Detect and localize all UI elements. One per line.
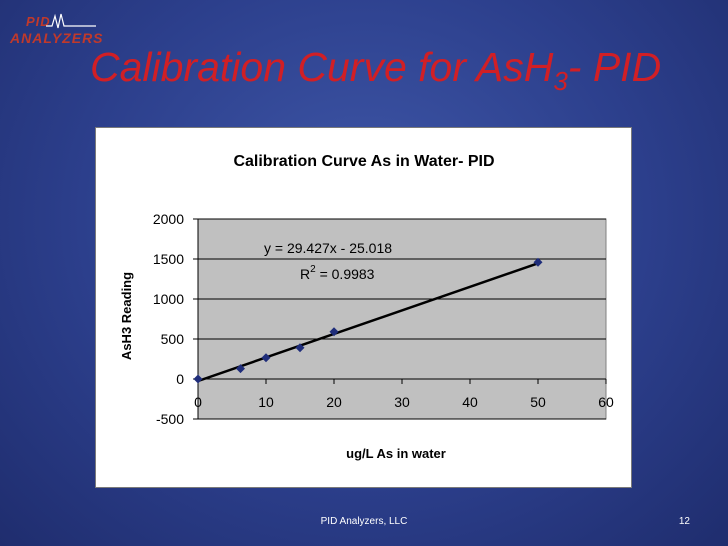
data-point	[295, 343, 305, 353]
logo-text-pid: PID	[26, 14, 51, 29]
x-tick-label: 0	[194, 394, 202, 410]
r2-label: R	[300, 266, 310, 282]
trendline-equation: y = 29.427x - 25.018	[264, 240, 392, 256]
y-tick-label: 500	[161, 331, 185, 347]
y-tick-label: -500	[156, 411, 184, 427]
r2-value: = 0.9983	[316, 266, 375, 282]
slide-title-subscript: 3	[553, 66, 568, 97]
data-point	[329, 327, 339, 337]
x-tick-label: 40	[462, 394, 478, 410]
company-logo: PID ANALYZERS	[8, 12, 108, 52]
x-tick-label: 30	[394, 394, 410, 410]
plot-area	[197, 218, 607, 420]
r2-superscript: 2	[310, 264, 316, 275]
x-tick-label: 60	[598, 394, 614, 410]
slide-title-tail: - PID	[567, 44, 662, 90]
data-point	[236, 364, 245, 374]
chart-container: -500 0 500 1000 1500 2000 0 10 20 30 40 50 60 Calibra…	[95, 127, 632, 488]
y-tick-label: 1000	[153, 291, 184, 307]
y-axis-label: AsH3 Reading	[119, 272, 134, 360]
y-tick-label: 0	[176, 371, 184, 387]
y-tick-label: 1500	[153, 251, 184, 267]
x-tick-label: 50	[530, 394, 546, 410]
y-tick-label: 2000	[153, 211, 184, 227]
x-axis-label: ug/L As in water	[346, 446, 446, 461]
data-point	[261, 353, 271, 363]
logo-text-analyzers: ANALYZERS	[10, 30, 104, 46]
slide-title: Calibration Curve for AsH3- PID	[90, 44, 661, 97]
x-tick-label: 10	[258, 394, 274, 410]
data-point	[533, 257, 543, 267]
logo-waveform-icon	[46, 13, 96, 29]
trendline	[197, 262, 539, 383]
chart-svg: -500 0 500 1000 1500 2000 0 10 20 30 40 50 60 Calibra…	[119, 153, 614, 461]
trendline-r2: R2 = 0.9983	[300, 264, 375, 282]
chart-title: Calibration Curve As in Water- PID	[233, 153, 494, 170]
footer-company: PID Analyzers, LLC	[320, 516, 408, 527]
slide-title-main: Calibration Curve for AsH	[90, 44, 554, 90]
x-tick-label: 20	[326, 394, 342, 410]
data-point	[193, 374, 203, 384]
page-number: 12	[678, 516, 690, 527]
